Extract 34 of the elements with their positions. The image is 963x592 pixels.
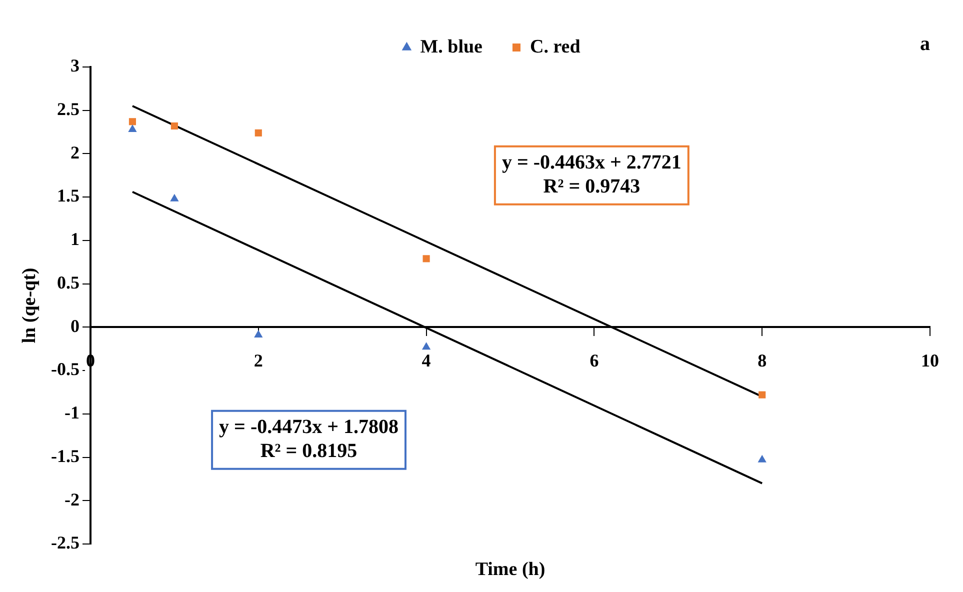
y-tick-label: 3 xyxy=(70,56,80,76)
x-axis-title: Time (h) xyxy=(475,558,546,580)
y-tick-label: 2.5 xyxy=(56,99,80,120)
y-tick-label: -2.5 xyxy=(50,532,80,553)
point xyxy=(758,391,766,398)
y-tick-label: -2 xyxy=(64,489,80,510)
point xyxy=(254,330,263,338)
point xyxy=(128,118,136,126)
y-axis-title: ln (qe-qt) xyxy=(18,268,40,344)
text: a xyxy=(920,33,930,56)
annotation: y = -0.4473x + 1.7808 R² = 0.8195 xyxy=(219,416,398,462)
point xyxy=(422,342,431,350)
y-tick-label: 1 xyxy=(70,229,80,250)
point xyxy=(170,122,178,130)
annotation: y = -0.4463x + 2.7721 R² = 0.9743 xyxy=(502,152,682,198)
x-tick-label: 4 xyxy=(422,350,431,371)
x-tick-label: 8 xyxy=(758,350,767,371)
y-tick-label: 0 xyxy=(70,316,80,336)
y-tick-label: 2 xyxy=(70,142,80,162)
point xyxy=(422,255,430,262)
legend-label: M. blue xyxy=(420,36,482,58)
point xyxy=(758,454,766,462)
y-tick-label: -1 xyxy=(64,402,80,423)
point xyxy=(128,124,137,132)
x-tick-label: 2 xyxy=(254,350,263,371)
y-tick-label: -0.5 xyxy=(50,359,80,380)
legend-label: C. red xyxy=(530,36,581,58)
y-tick-label: -1.5 xyxy=(50,446,80,466)
y-tick-label: 0.5 xyxy=(56,272,80,292)
point xyxy=(170,194,179,202)
x-tick-label: 6 xyxy=(590,350,599,371)
point xyxy=(254,129,262,136)
y-tick-label: 1.5 xyxy=(56,186,80,206)
x-tick-label: 10 xyxy=(921,350,939,371)
